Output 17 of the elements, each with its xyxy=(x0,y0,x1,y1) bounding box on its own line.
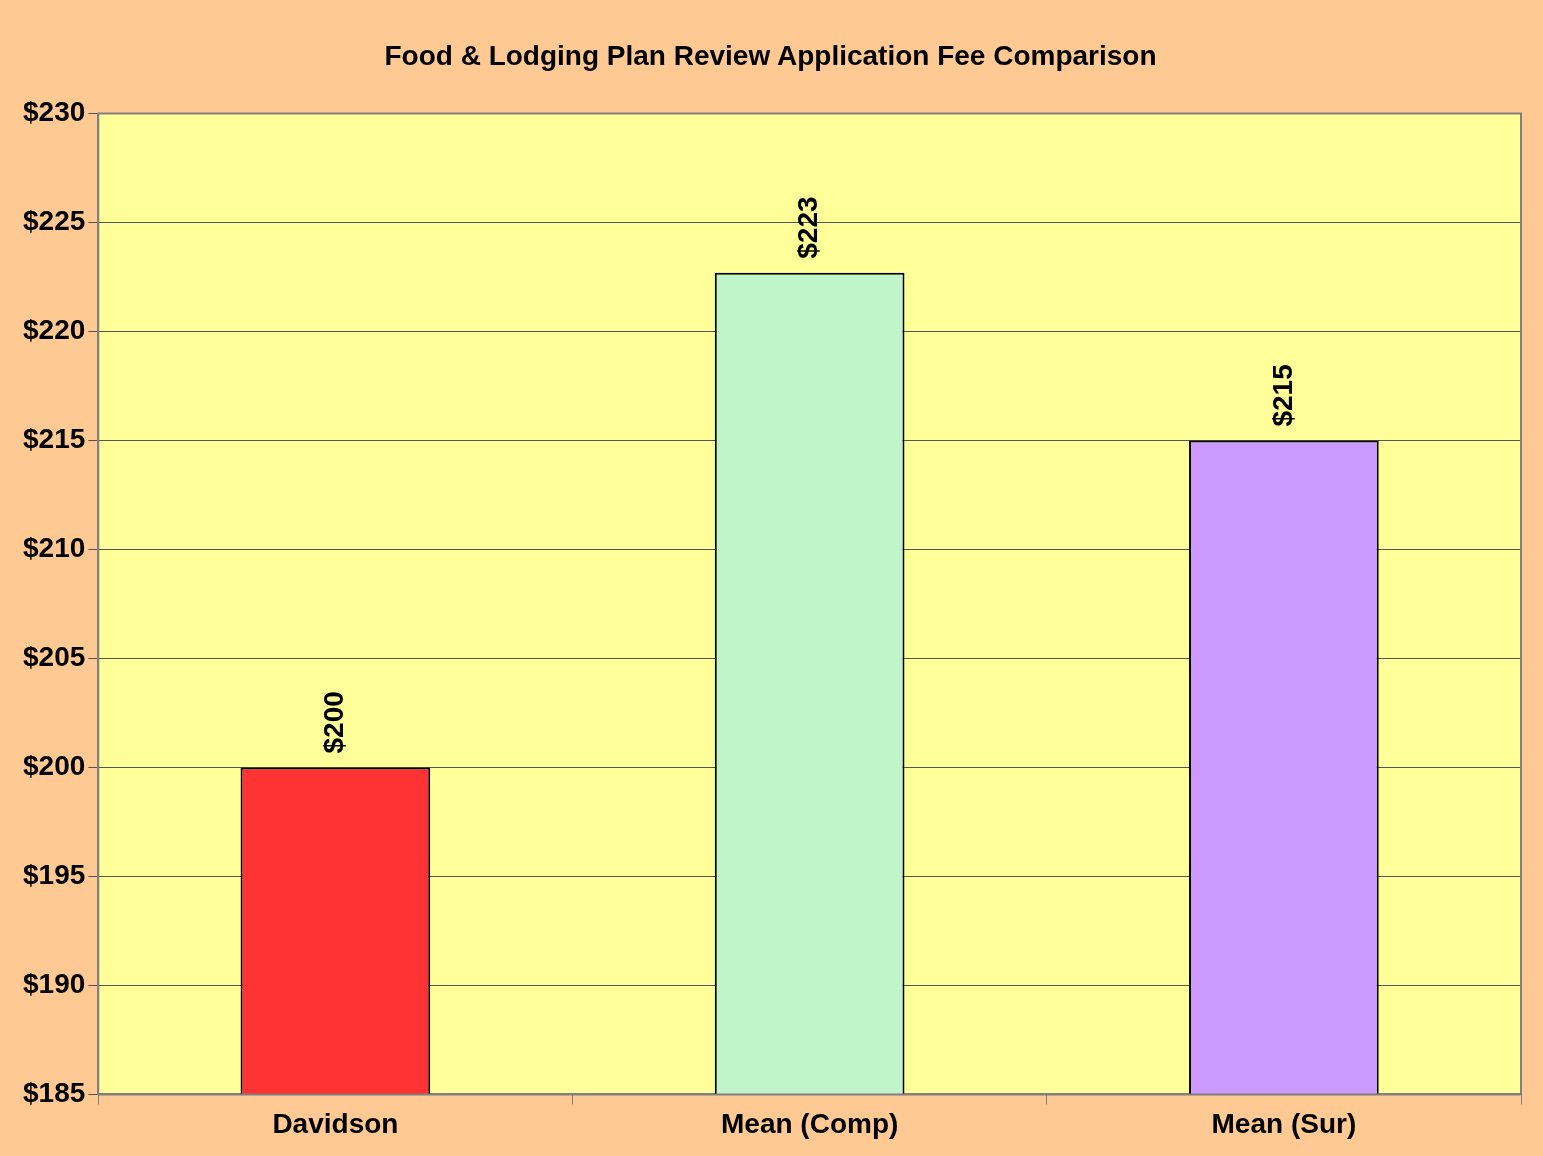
x-tick-label: Mean (Comp) xyxy=(720,1107,899,1139)
y-tick-label: $185 xyxy=(22,1077,86,1109)
y-tick-label: $200 xyxy=(22,750,86,782)
y-tick-label: $210 xyxy=(22,532,86,564)
y-tick-label: $220 xyxy=(22,314,86,346)
y-tick-label: $225 xyxy=(22,205,86,237)
y-tick-label: $205 xyxy=(22,641,86,673)
y-tick-label: $230 xyxy=(22,96,86,128)
y-tick-label: $190 xyxy=(22,968,86,1000)
data-label: $223 xyxy=(792,196,824,259)
y-tick-label: $195 xyxy=(22,859,86,891)
chart-title: Food & Lodging Plan Review Application Fee Comparison xyxy=(384,39,1157,71)
y-tick-label: $215 xyxy=(22,423,86,455)
x-tick-label: Mean (Sur) xyxy=(1211,1107,1357,1139)
data-label: $200 xyxy=(318,691,350,754)
x-tick-label: Davidson xyxy=(272,1107,399,1139)
data-label: $215 xyxy=(1266,364,1298,427)
